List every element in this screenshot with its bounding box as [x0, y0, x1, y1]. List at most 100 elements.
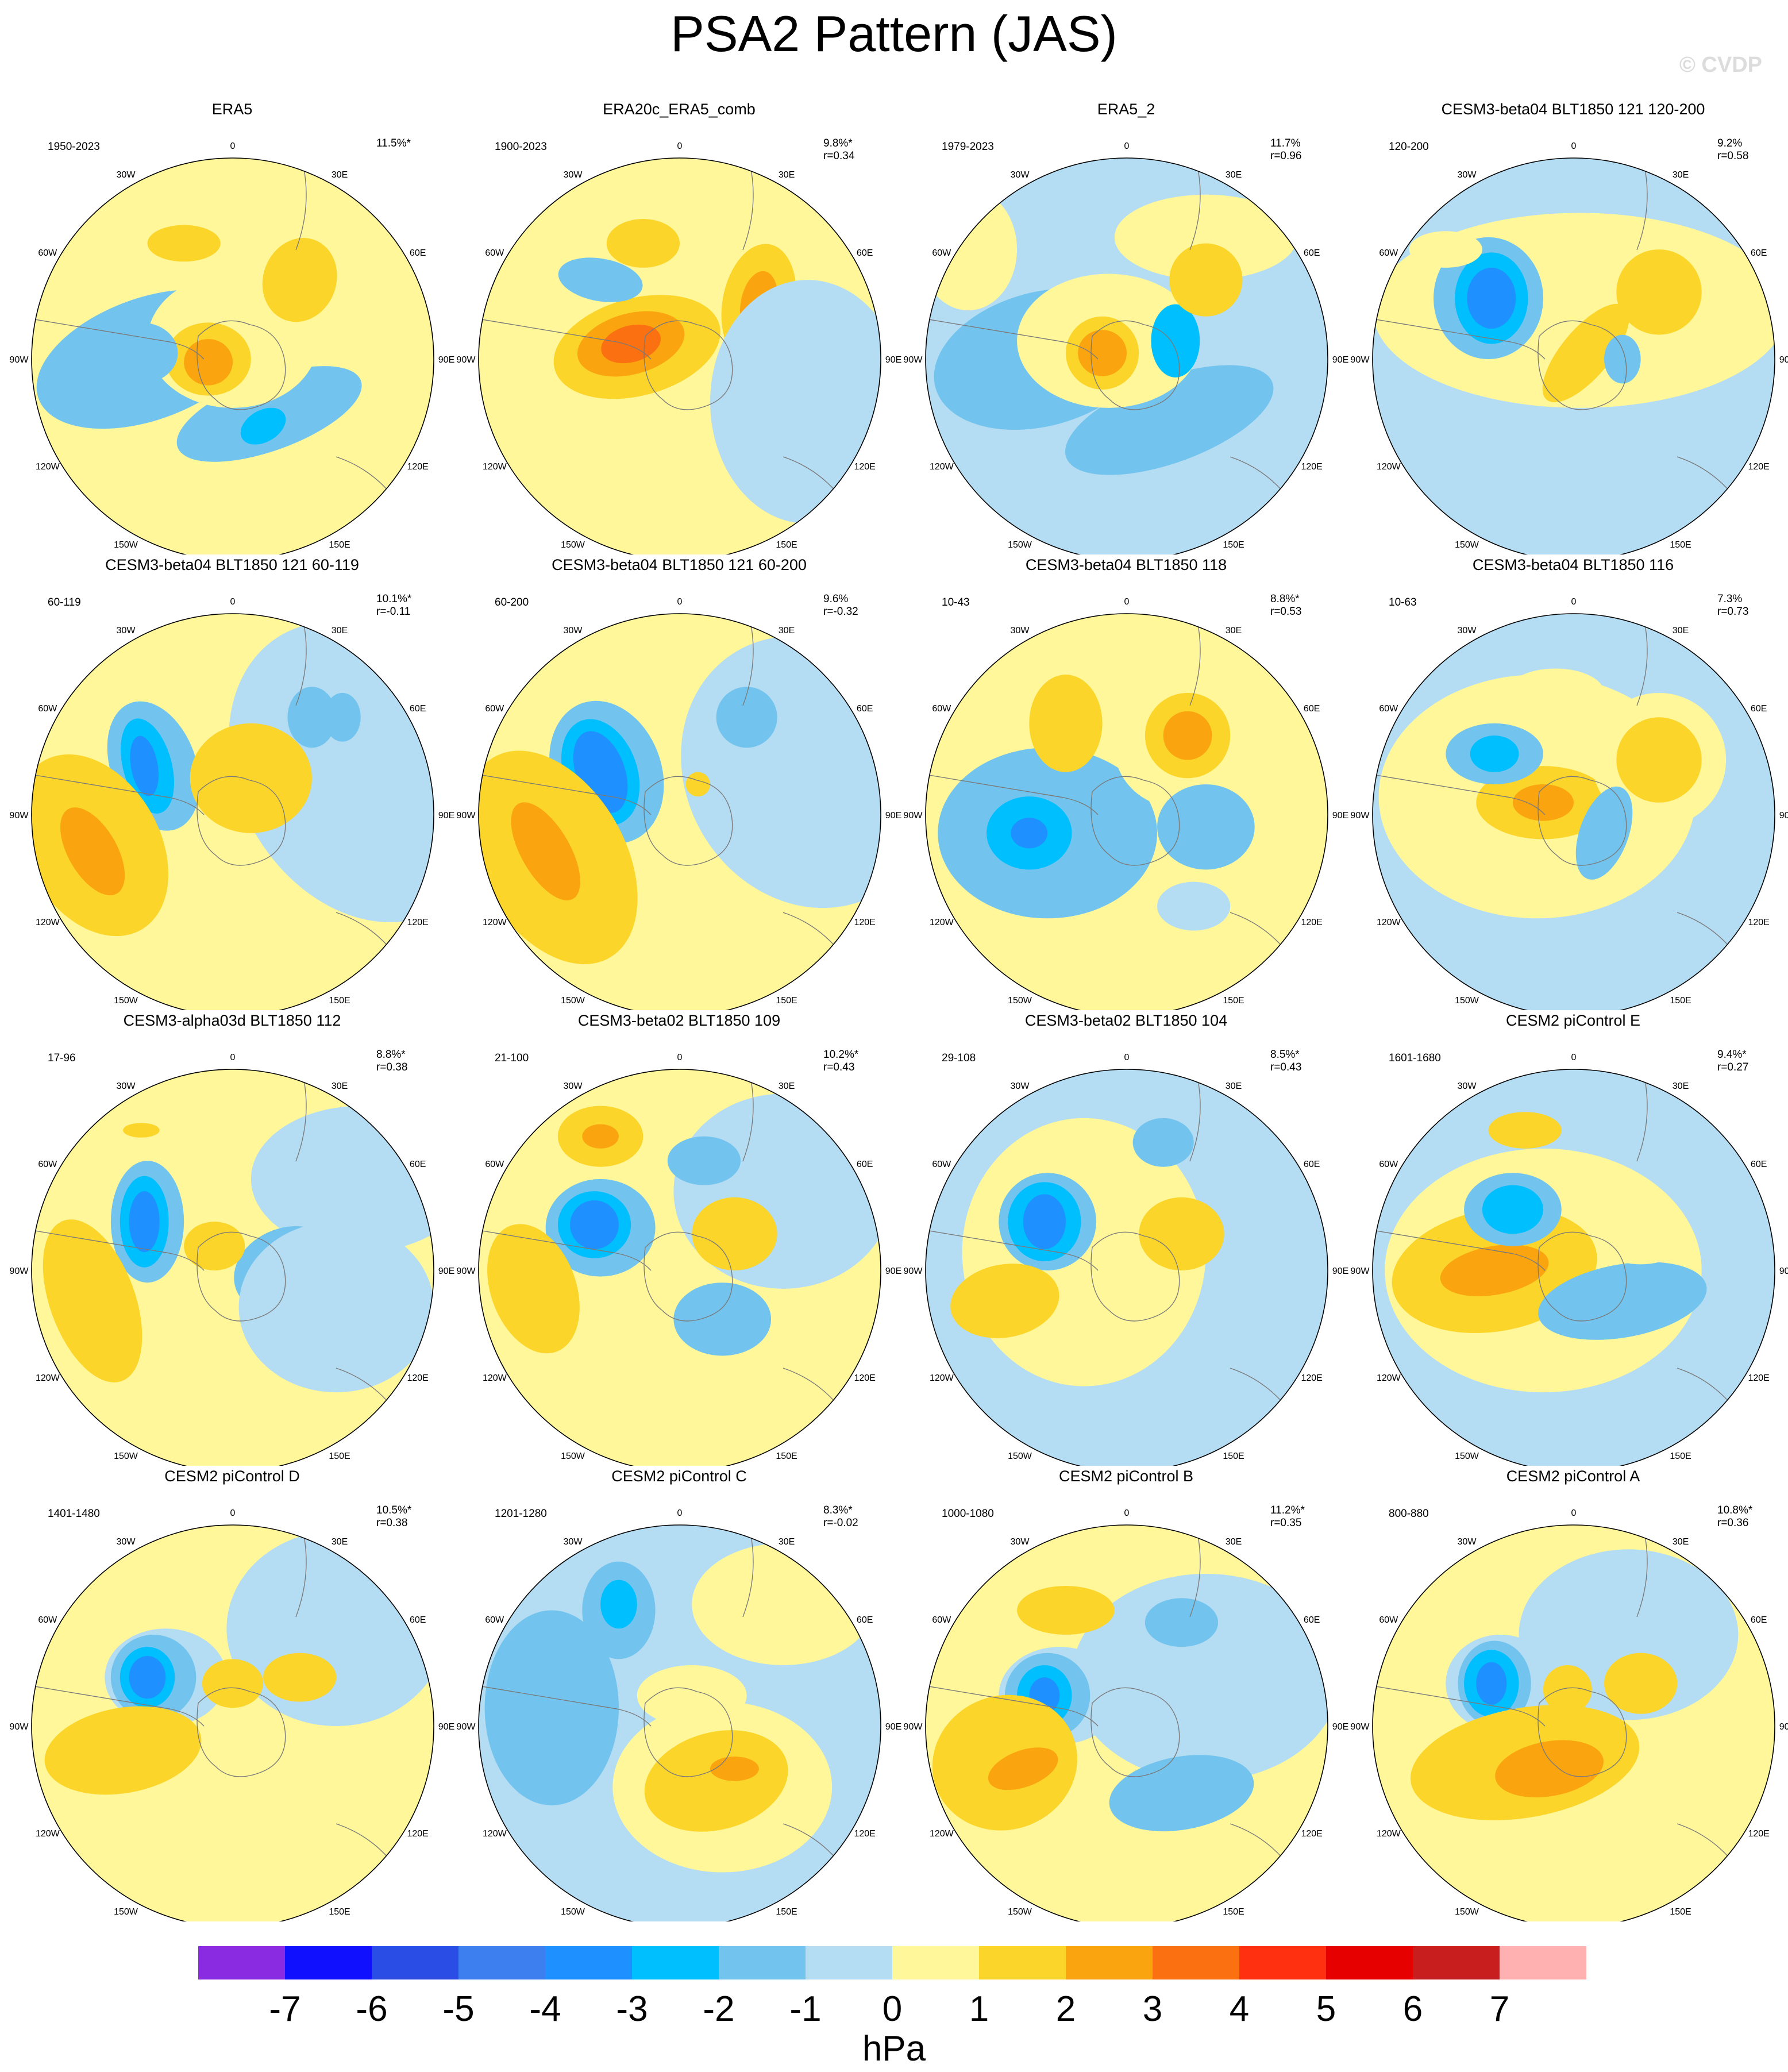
- polar-map: 030E60E90E120E150E180150W120W90W60W30W: [457, 141, 901, 554]
- colorbar: -7 -6 -5 -4 -3 -2 -1 0 1 2 3 4 5 6 7: [198, 1946, 1586, 2027]
- polar-map: 030E60E90E120E150E180150W120W90W60W30W: [1351, 141, 1788, 554]
- anomaly-contour: [600, 1580, 637, 1629]
- panel-stats: 11.5%*: [376, 137, 411, 150]
- colorbar-tick-label: 0: [883, 1989, 902, 2027]
- anomaly-contour: [685, 772, 711, 797]
- anomaly-contour: [263, 1653, 337, 1702]
- map-border: [478, 157, 881, 554]
- pattern-correlation: r=0.36: [1717, 1517, 1749, 1529]
- longitude-label: 150W: [114, 996, 138, 1006]
- anomaly-contour: [673, 1283, 772, 1356]
- south-america-coastline: [32, 1230, 205, 1271]
- longitude-label: 60W: [1379, 704, 1398, 714]
- longitude-label: 90W: [904, 1722, 923, 1732]
- explained-variance: 8.3%*: [823, 1504, 853, 1516]
- panel-title: CESM3-beta04 BLT1850 118: [1025, 556, 1227, 573]
- longitude-label: 120E: [1748, 1373, 1769, 1383]
- longitude-label: 120W: [36, 918, 60, 927]
- panel-stats: 10.1%* r=-0.11: [376, 593, 411, 618]
- anomaly-contour: [1467, 267, 1516, 329]
- map-panel: CESM3-beta04 BLT1850 121 60-200 60-200 9.6…: [456, 556, 903, 1010]
- longitude-label: 30W: [564, 170, 583, 180]
- south-america-coastline: [1373, 1230, 1546, 1271]
- longitude-label: 60E: [857, 1615, 873, 1625]
- longitude-label: 150E: [1223, 996, 1244, 1006]
- longitude-label: 150E: [1670, 1451, 1691, 1461]
- map-panel: CESM2 piControl B 1000-1080 11.2%* r=0.35 0 3…: [903, 1468, 1350, 1921]
- anomaly-contour: [1023, 1194, 1066, 1249]
- longitude-label: 90E: [885, 1722, 901, 1732]
- panel-period: 1000-1080: [942, 1508, 994, 1520]
- anomaly-contour: [1157, 881, 1231, 931]
- longitude-label: 150W: [561, 1907, 585, 1917]
- longitude-label: 120E: [854, 918, 875, 927]
- longitude-label: 120E: [1748, 1829, 1769, 1839]
- anomaly-contour: [487, 1224, 580, 1354]
- longitude-label: 120W: [1377, 462, 1401, 472]
- figure-title: PSA2 Pattern (JAS): [670, 5, 1118, 62]
- longitude-label: 150W: [114, 1451, 138, 1461]
- panel-period: 60-200: [495, 596, 529, 608]
- longitude-label: 120E: [407, 1373, 428, 1383]
- anomaly-contour: [184, 339, 233, 386]
- map-border: [925, 1069, 1328, 1466]
- panel-stats: 9.6% r=-0.32: [823, 593, 858, 618]
- map-border: [31, 1524, 434, 1921]
- longitude-label: 30W: [564, 1537, 583, 1547]
- longitude-label: 60E: [1304, 704, 1320, 714]
- longitude-label: 150E: [776, 996, 797, 1006]
- longitude-label: 30E: [1673, 1081, 1689, 1091]
- south-america-coastline: [926, 1230, 1099, 1271]
- longitude-label: 90W: [904, 355, 923, 365]
- south-america-coastline: [926, 774, 1099, 815]
- anomaly-contour: [1109, 1755, 1254, 1832]
- longitude-label: 150W: [561, 540, 585, 550]
- longitude-label: 90E: [1332, 1722, 1348, 1732]
- longitude-label: 30W: [1011, 1537, 1030, 1547]
- longitude-label: 120W: [930, 1829, 954, 1839]
- south-america-coastline: [926, 1685, 1099, 1727]
- colorbar-tick-label: -4: [529, 1989, 561, 2027]
- antarctica-coastline: [643, 776, 733, 866]
- map-border: [1372, 1069, 1775, 1466]
- map-border: [925, 613, 1328, 1010]
- longitude-label: 90W: [904, 811, 923, 821]
- anomaly-contour: [988, 1747, 1058, 1790]
- longitude-label: 0: [1124, 597, 1130, 607]
- panel-stats: 8.3%* r=-0.02: [823, 1504, 858, 1530]
- anomaly-contour: [1065, 365, 1274, 475]
- longitude-label: 60W: [38, 1160, 57, 1169]
- explained-variance: 10.8%*: [1717, 1504, 1753, 1516]
- colorbar-tick-label: -6: [356, 1989, 387, 2027]
- longitude-label: 60W: [38, 704, 57, 714]
- antarctica-coastline: [196, 1231, 286, 1322]
- longitude-label: 90W: [10, 1722, 29, 1732]
- antarctica-coastline: [1537, 1687, 1627, 1777]
- panel-title: CESM3-beta02 BLT1850 104: [1024, 1012, 1228, 1029]
- anomaly-contour: [44, 1706, 202, 1795]
- longitude-label: 120E: [1301, 918, 1322, 927]
- polar-map: 030E60E90E120E150E180150W120W90W60W30W: [1351, 1053, 1788, 1466]
- polar-map: 030E60E90E120E150E180150W120W90W60W30W: [10, 1508, 454, 1921]
- longitude-label: 120W: [36, 462, 60, 472]
- anomaly-contour: [1604, 1653, 1678, 1714]
- longitude-label: 30E: [779, 1537, 795, 1547]
- map-border: [31, 1069, 434, 1466]
- colorbar-swatch: [1413, 1946, 1500, 1979]
- longitude-label: 60W: [485, 1615, 504, 1625]
- map-border: [1372, 1524, 1775, 1921]
- longitude-label: 90E: [1779, 1266, 1788, 1276]
- longitude-label: 120W: [483, 462, 507, 472]
- longitude-label: 90E: [1332, 1266, 1348, 1276]
- longitude-label: 0: [230, 1508, 236, 1518]
- south-america-coastline: [479, 318, 652, 360]
- colorbar-swatch: [545, 1946, 632, 1979]
- panel-title: CESM3-beta04 BLT1850 116: [1472, 556, 1674, 573]
- panel-stats: 7.3% r=0.73: [1717, 593, 1748, 618]
- longitude-label: 150W: [1455, 1907, 1479, 1917]
- longitude-label: 150W: [561, 996, 585, 1006]
- longitude-label: 30W: [1011, 170, 1030, 180]
- pattern-correlation: r=0.43: [1270, 1061, 1302, 1073]
- anomaly-contour: [238, 1222, 434, 1393]
- anomaly-contour: [716, 687, 777, 748]
